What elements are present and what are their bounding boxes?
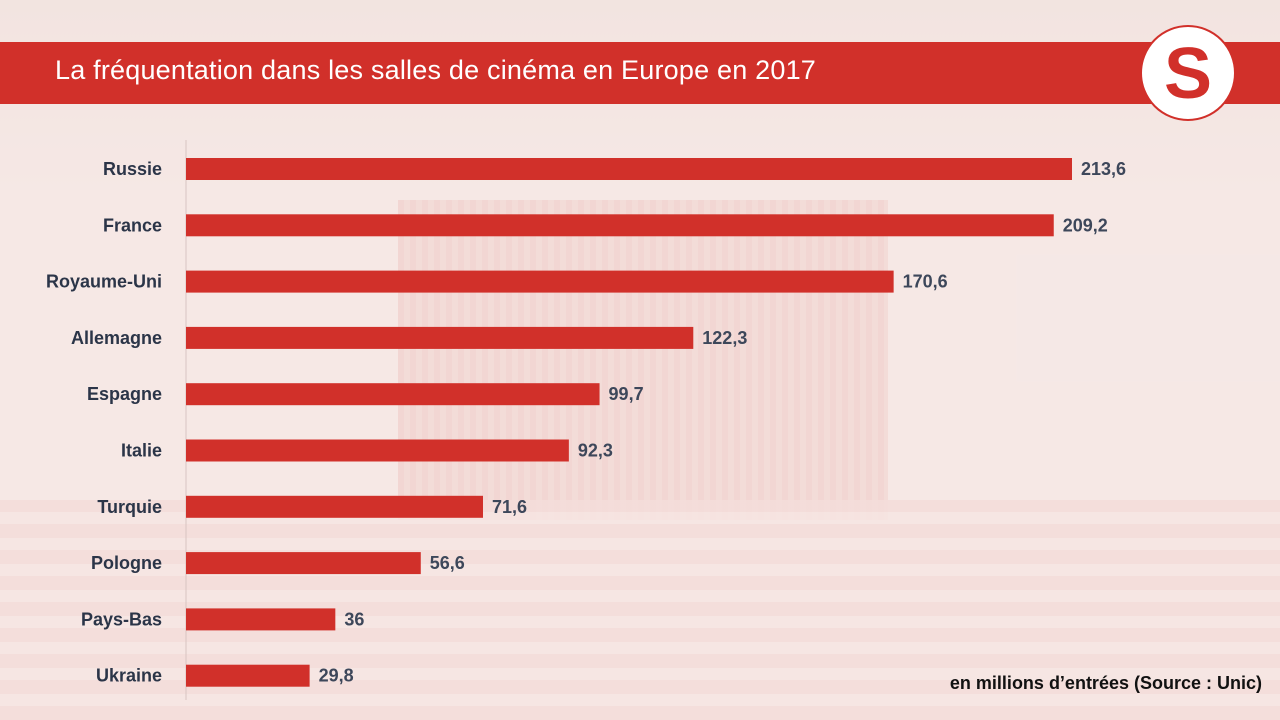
bar-france xyxy=(186,214,1054,237)
bar-allemagne xyxy=(186,326,694,349)
bar-italie xyxy=(186,439,569,462)
category-label-pays-bas: Pays-Bas xyxy=(81,609,162,629)
value-label-france: 209,2 xyxy=(1063,215,1108,235)
bar-royaume-uni xyxy=(186,270,894,293)
value-label-russie: 213,6 xyxy=(1081,159,1126,179)
brand-logo-letter: S xyxy=(1163,34,1213,114)
category-label-allemagne: Allemagne xyxy=(71,328,162,348)
title-banner: La fréquentation dans les salles de ciné… xyxy=(0,42,1280,104)
value-label-ukraine: 29,8 xyxy=(319,666,354,686)
category-label-france: France xyxy=(103,215,162,235)
bar-pays-bas xyxy=(186,608,336,631)
category-label-russie: Russie xyxy=(103,159,162,179)
bar-russie xyxy=(186,158,1072,180)
category-label-royaume-uni: Royaume-Uni xyxy=(46,272,162,292)
value-label-italie: 92,3 xyxy=(578,441,613,461)
brand-logo: S xyxy=(1140,25,1236,121)
value-label-pologne: 56,6 xyxy=(430,553,465,573)
category-label-ukraine: Ukraine xyxy=(96,666,162,686)
value-label-royaume-uni: 170,6 xyxy=(903,272,948,292)
source-note: en millions d’entrées (Source : Unic) xyxy=(949,673,1262,693)
value-label-pays-bas: 36 xyxy=(344,609,364,629)
bar-turquie xyxy=(186,495,483,518)
bars-group: Russie 213,6 France 209,2 Royaume-Uni 170,6 Al… xyxy=(46,158,1126,687)
chart-title: La fréquentation dans les salles de ciné… xyxy=(55,55,817,85)
bar-espagne xyxy=(186,383,600,406)
category-label-espagne: Espagne xyxy=(87,384,162,404)
category-label-turquie: Turquie xyxy=(97,497,162,517)
value-label-allemagne: 122,3 xyxy=(702,328,747,348)
bar-pologne xyxy=(186,552,421,575)
value-label-espagne: 99,7 xyxy=(609,384,644,404)
bar-ukraine xyxy=(186,664,310,687)
category-label-italie: Italie xyxy=(121,441,162,461)
value-label-turquie: 71,6 xyxy=(492,497,527,517)
category-label-pologne: Pologne xyxy=(91,553,162,573)
